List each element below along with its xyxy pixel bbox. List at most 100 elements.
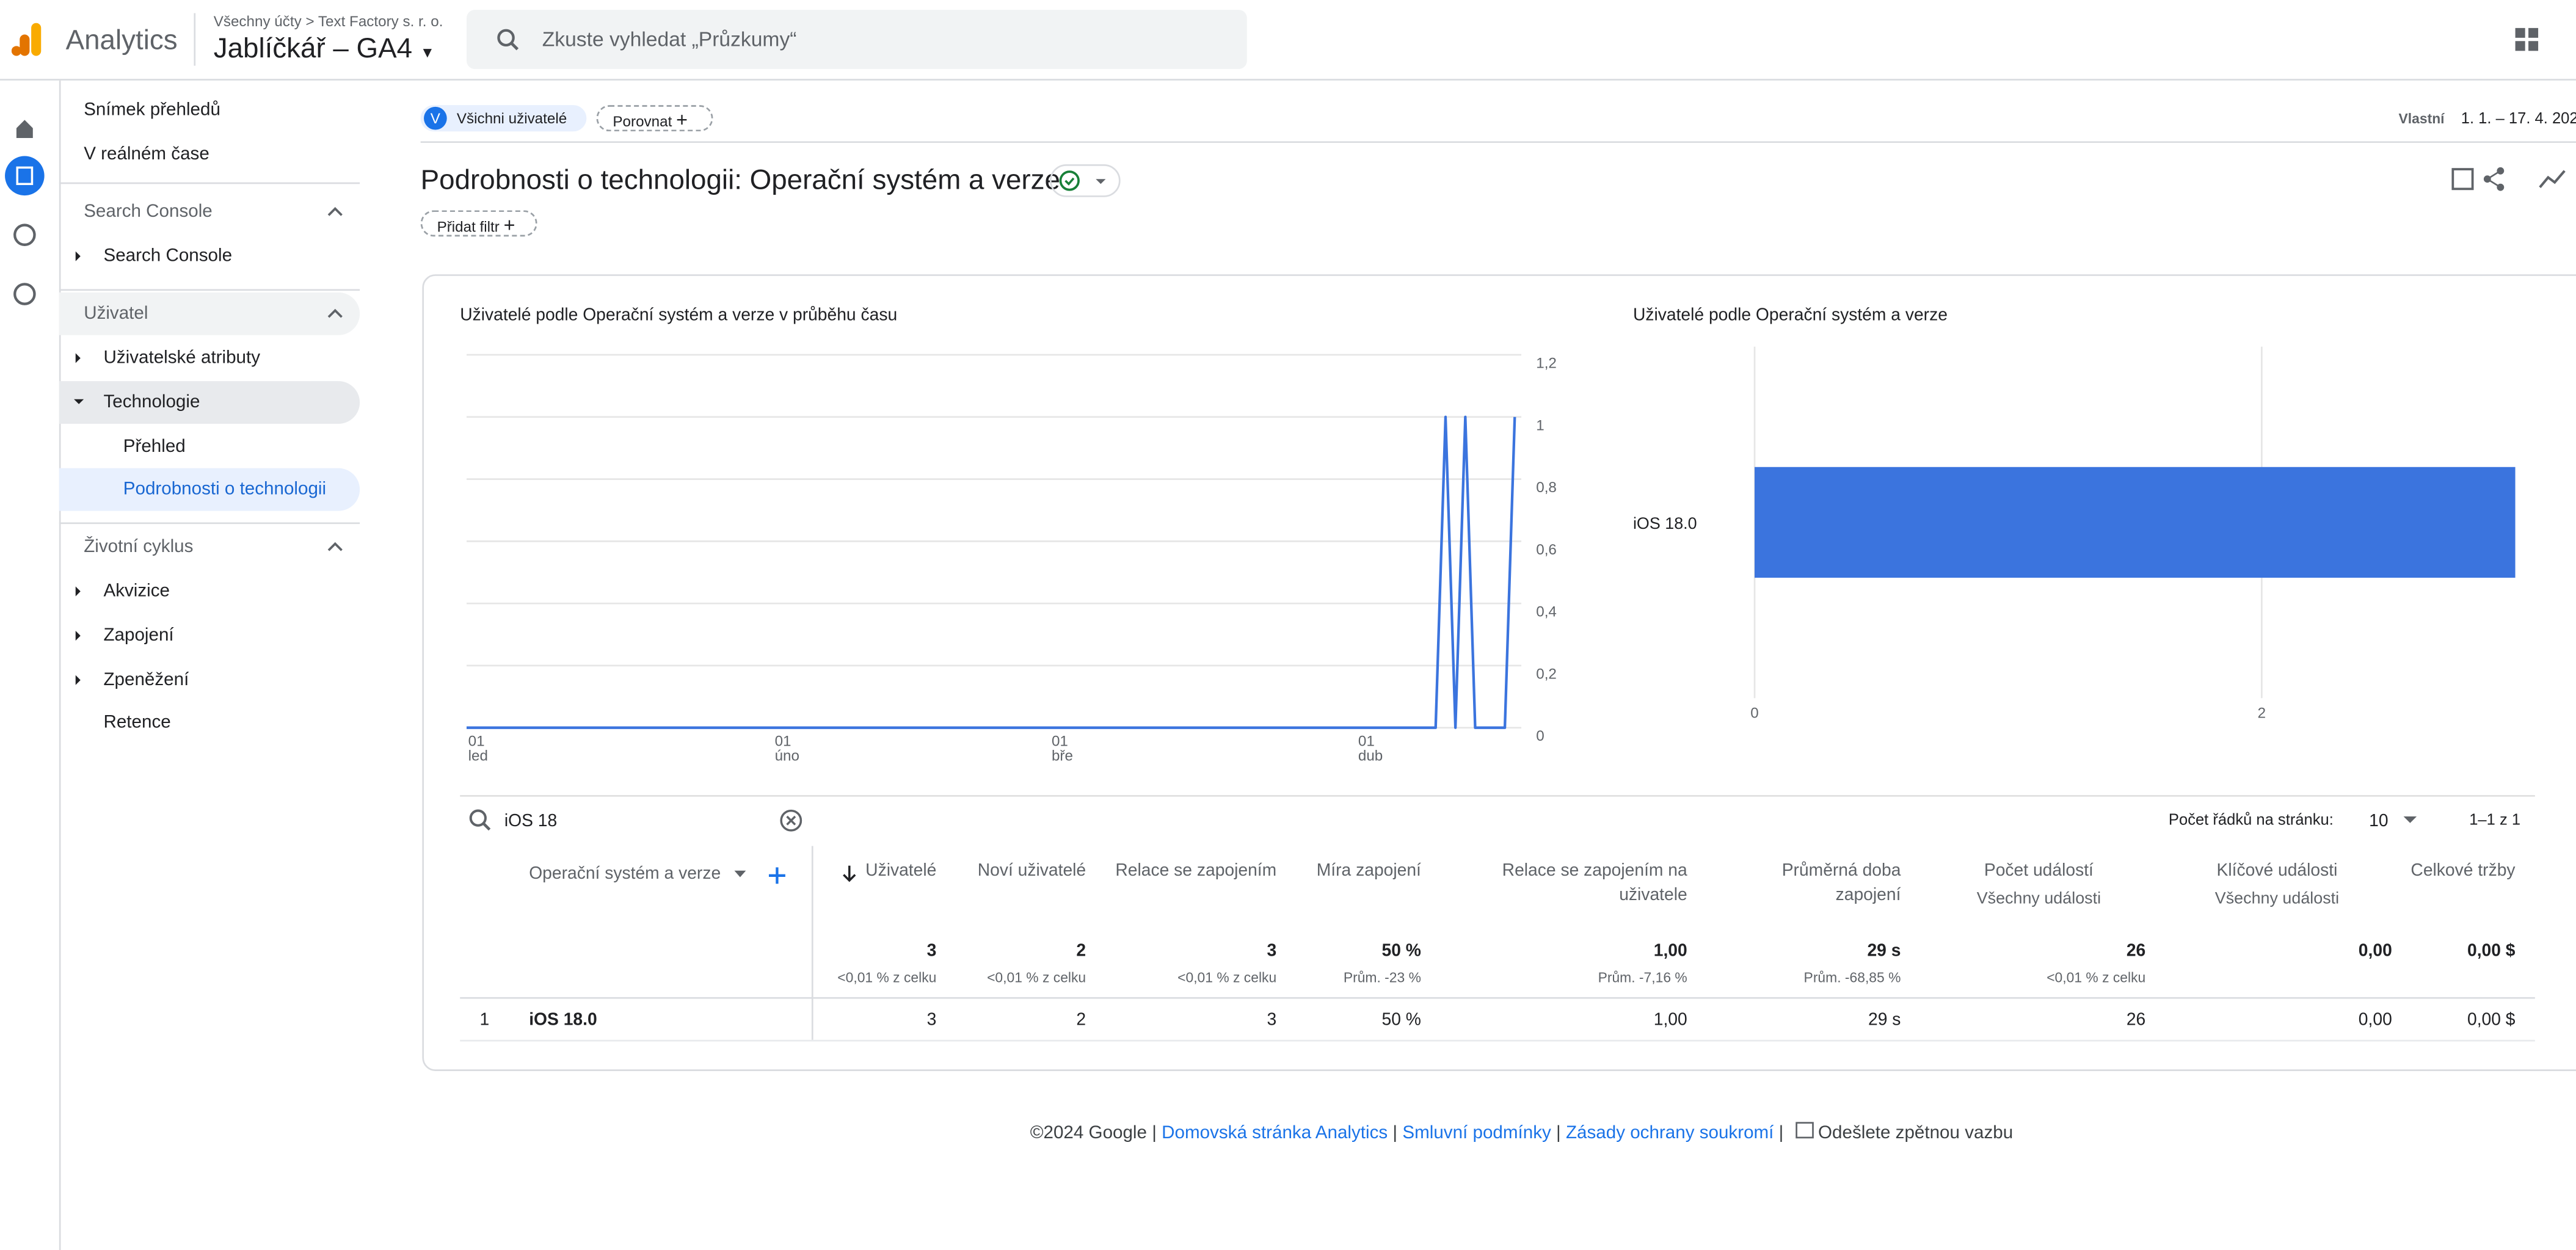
add-filter-label[interactable]: Přidat filtr xyxy=(437,218,500,235)
row-dimension: iOS 18.0 xyxy=(529,1010,597,1030)
home-icon[interactable] xyxy=(16,120,33,138)
breadcrumb-account[interactable]: Text Factory s. r. o. xyxy=(318,13,443,30)
nav-section-bg xyxy=(59,292,360,335)
dimension-header[interactable]: Operační systém a verze xyxy=(529,863,721,884)
segment-avatar: V xyxy=(424,106,447,130)
property-selector[interactable]: Jablíčkář – GA4 ▼ xyxy=(214,33,435,66)
category-label: iOS 18.0 xyxy=(1633,514,1697,532)
feedback-icon xyxy=(1795,1122,1813,1139)
column-header[interactable]: Míra zapojení xyxy=(1316,860,1421,881)
reports-icon[interactable] xyxy=(5,156,45,196)
total-note: Prům. -7,16 % xyxy=(1598,969,1687,986)
total-note: Prům. -68,85 % xyxy=(1803,969,1901,986)
column-header[interactable]: Průměrná doba zapojení xyxy=(1781,860,1901,906)
table-divider xyxy=(460,997,2535,999)
divider xyxy=(59,182,360,184)
total-note: <0,01 % z celku xyxy=(2047,969,2146,986)
top-bar xyxy=(0,0,2576,81)
nav-item[interactable]: Uživatelské atributy xyxy=(103,348,261,368)
cell: 3 xyxy=(926,1010,937,1030)
dimension-controls[interactable] xyxy=(733,866,792,885)
sort-icon xyxy=(843,865,856,882)
cell: 50 % xyxy=(1381,1010,1421,1030)
cell: 1,00 xyxy=(1653,1010,1687,1030)
total-value: 3 xyxy=(1267,941,1277,961)
nav-section[interactable]: Životní cyklus xyxy=(84,537,194,557)
rows-per-page[interactable]: 10 xyxy=(2369,811,2389,832)
column-filter[interactable]: Všechny události xyxy=(1976,890,2101,909)
nav-section[interactable]: Search Console xyxy=(84,202,213,222)
date-label: Vlastní xyxy=(2398,110,2445,127)
add-filter[interactable]: Přidat filtr + xyxy=(420,210,537,237)
explore-icon[interactable] xyxy=(13,223,36,246)
column-header[interactable]: Noví uživatelé xyxy=(977,860,1086,881)
footer-link[interactable]: Zásady ochrany soukromí xyxy=(1565,1124,1774,1144)
apps-icon[interactable] xyxy=(2515,27,2539,51)
total-value: 29 s xyxy=(1867,941,1901,961)
column-filter[interactable]: Všechny události xyxy=(2214,890,2340,909)
total-note: Prům. -23 % xyxy=(1343,969,1421,986)
advertising-icon[interactable] xyxy=(13,283,36,305)
cell: 0,00 $ xyxy=(2467,1010,2516,1030)
compare-chip[interactable]: Porovnat + xyxy=(596,105,713,132)
total-value: 0,00 $ xyxy=(2467,941,2516,961)
status-badge[interactable] xyxy=(1049,164,1121,197)
nav-item[interactable]: Podrobnosti o technologii xyxy=(123,479,327,500)
row-index: 1 xyxy=(479,1010,490,1030)
nav-item[interactable]: Retence xyxy=(103,713,171,733)
table-divider xyxy=(460,1039,2535,1042)
cell: 26 xyxy=(2126,1010,2146,1030)
divider xyxy=(59,522,360,525)
nav-item[interactable]: Search Console xyxy=(103,246,233,266)
column-header[interactable]: Uživatelé xyxy=(865,860,937,881)
cell: 2 xyxy=(1076,1010,1086,1030)
table-search[interactable]: iOS 18 xyxy=(504,811,558,832)
search-placeholder: Zkuste vyhledat „Průzkumy“ xyxy=(542,27,797,51)
rail xyxy=(5,120,45,305)
breadcrumb[interactable]: Všechny účty > Text Factory s. r. o. xyxy=(213,13,443,30)
x-tick-label: 01 dub xyxy=(1358,732,1383,764)
nav-item[interactable]: Zpeněžení xyxy=(103,670,189,690)
total-note: <0,01 % z celku xyxy=(1177,969,1277,986)
cell: 0,00 xyxy=(2358,1010,2392,1030)
divider xyxy=(194,13,196,66)
x-tick-label: 01 led xyxy=(468,732,489,764)
feedback[interactable]: Odešlete zpětnou vazbu xyxy=(1818,1124,2014,1144)
nav-item[interactable]: V reálném čase xyxy=(84,144,209,165)
nav-item[interactable]: Přehled xyxy=(123,437,186,457)
date-range[interactable]: 1. 1. – 17. 4. 2025 xyxy=(2461,110,2576,128)
breadcrumb-root[interactable]: Všechny účty xyxy=(213,13,302,30)
chart-title: Uživatelé podle Operační systém a verze … xyxy=(460,305,898,325)
total-value: 50 % xyxy=(1381,941,1421,961)
divider xyxy=(420,141,2576,144)
pagination: 1–1 z 1 xyxy=(2469,811,2521,830)
x-tick-label: 01 bře xyxy=(1051,732,1073,764)
nav-item[interactable]: Snímek přehledů xyxy=(84,100,220,120)
column-header[interactable]: Celkové tržby xyxy=(2410,860,2516,881)
compare-label[interactable]: Porovnat xyxy=(613,113,672,130)
y-tick-label: 0,6 xyxy=(1536,542,1557,558)
column-header[interactable]: Klíčové události xyxy=(2216,860,2338,881)
property-name[interactable]: Jablíčkář – GA4 xyxy=(213,32,413,64)
clear-search[interactable] xyxy=(779,809,803,833)
total-value: 1,00 xyxy=(1653,941,1687,961)
y-tick-label: 0 xyxy=(1536,728,1544,744)
rail-border xyxy=(59,80,61,1250)
nav-icons xyxy=(74,206,343,685)
total-value: 3 xyxy=(926,941,937,961)
dropdown-icon[interactable] xyxy=(2402,813,2418,827)
segment-chip[interactable]: Všichni uživatelé xyxy=(420,105,587,132)
footer-link[interactable]: Domovská stránka Analytics xyxy=(1162,1124,1388,1144)
column-header[interactable]: Počet událostí xyxy=(1984,860,2094,881)
report-actions[interactable] xyxy=(2448,164,2571,194)
column-header[interactable]: Relace se zapojením na uživatele xyxy=(1502,860,1687,906)
nav-item[interactable]: Zapojení xyxy=(103,625,174,646)
divider xyxy=(460,795,2535,797)
column-header[interactable]: Relace se zapojením xyxy=(1115,860,1277,881)
nav-item[interactable]: Technologie xyxy=(103,392,200,413)
footer-link[interactable]: Smluvní podmínky xyxy=(1402,1124,1551,1144)
nav-section[interactable]: Uživatel xyxy=(84,303,148,324)
search-box[interactable]: Zkuste vyhledat „Průzkumy“ xyxy=(466,10,1247,69)
nav-item[interactable]: Akvizice xyxy=(103,581,170,601)
